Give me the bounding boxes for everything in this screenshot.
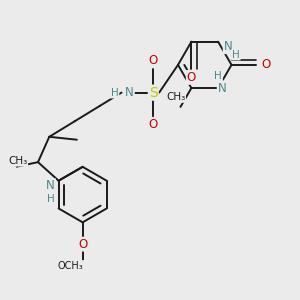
Text: O: O [148, 118, 158, 131]
Text: O: O [78, 238, 87, 250]
Text: N: N [218, 82, 226, 94]
Text: H: H [232, 50, 240, 60]
Text: S: S [149, 85, 158, 100]
Text: O: O [148, 54, 158, 68]
Text: N: N [46, 179, 55, 192]
Text: CH₃: CH₃ [166, 92, 185, 102]
Text: O: O [187, 71, 196, 84]
Text: N: N [125, 86, 134, 99]
Text: OCH₃: OCH₃ [58, 261, 84, 271]
Text: N: N [224, 40, 233, 53]
Text: H: H [214, 71, 222, 81]
Text: O: O [262, 58, 271, 71]
Text: H: H [47, 194, 55, 203]
Text: CH₃: CH₃ [8, 156, 27, 166]
Text: H: H [111, 88, 119, 98]
